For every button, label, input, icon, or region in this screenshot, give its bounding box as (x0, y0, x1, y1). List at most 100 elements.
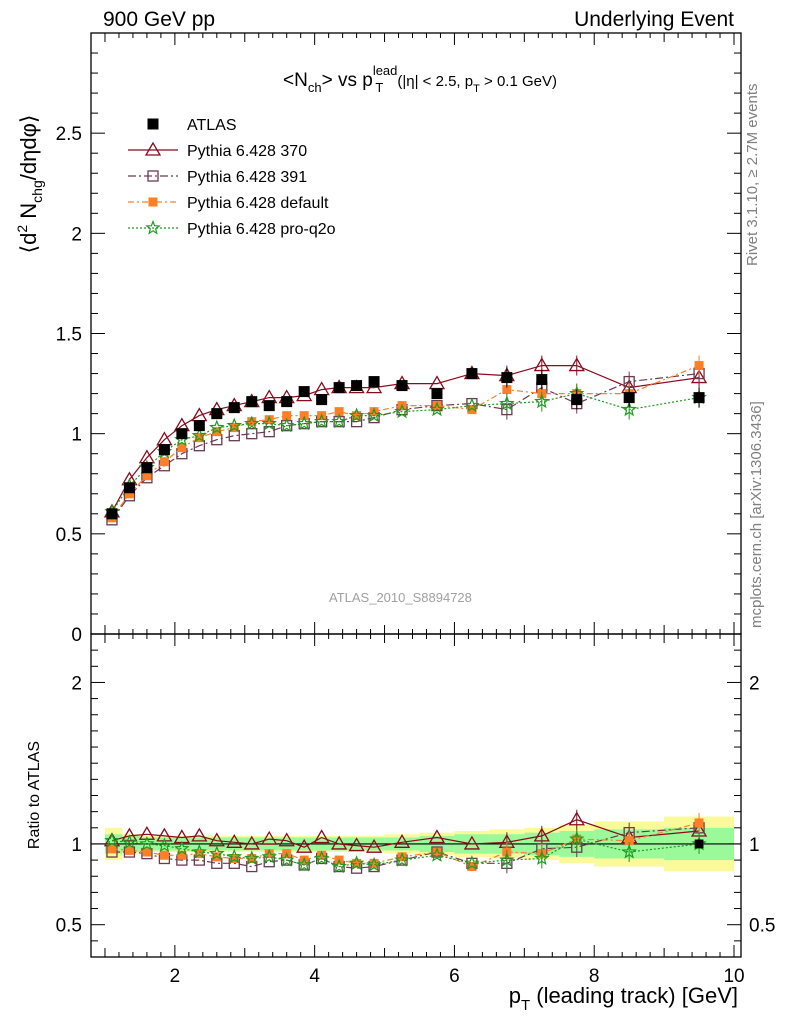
main-y-tick-label: 2.5 (56, 124, 82, 145)
data-point (621, 401, 638, 417)
ratio-point (191, 843, 208, 859)
ratio-point (261, 848, 277, 864)
legend-marker (147, 170, 159, 182)
ratio-point (156, 837, 173, 853)
data-point (281, 396, 293, 408)
ratio-point (694, 818, 704, 828)
ratio-point (194, 849, 204, 859)
ratio-point (296, 838, 313, 853)
data-point (568, 357, 585, 372)
data-point (431, 388, 443, 400)
x-tick-label: 2 (170, 966, 181, 987)
ratio-point (104, 832, 120, 848)
legend-label: Pythia 6.428 391 (187, 169, 307, 186)
ratio-point (229, 853, 239, 863)
ratio-point (394, 851, 410, 867)
ratio-series (103, 809, 708, 874)
ratio-point (139, 835, 155, 851)
plot-title: <Nch> vs plead T (|η| < 2.5, pT > 0.1 GeV) (283, 63, 557, 95)
data-point (623, 392, 635, 404)
main-y-tick-label: 0 (71, 625, 82, 646)
ratio-point (124, 845, 134, 855)
legend-marker (145, 219, 161, 235)
data-point (333, 382, 345, 394)
main-y-tick-label: 1 (71, 425, 82, 446)
data-point (536, 374, 548, 386)
ratio-point (534, 850, 550, 866)
main-y-tick-label: 2 (71, 224, 82, 245)
data-point (141, 462, 153, 474)
legend-marker (144, 141, 162, 156)
ratio-line (111, 822, 700, 868)
data-point (209, 419, 225, 435)
data-point (298, 386, 310, 398)
ratio-point (121, 834, 138, 849)
x-tick-label: 8 (589, 966, 600, 987)
data-point (464, 397, 480, 413)
legend-entry (147, 118, 159, 130)
data-point (693, 392, 705, 404)
x-axis-title: pT (leading track) [GeV] (509, 983, 738, 1014)
ratio-y-tick-label: 2 (71, 673, 82, 694)
data-point (246, 428, 258, 440)
legend-entry (128, 170, 178, 182)
ratio-point (624, 836, 634, 846)
ratio-y-tick-label: 0.5 (56, 916, 82, 937)
ratio-line (112, 827, 700, 869)
data-point (226, 417, 243, 433)
ratio-point (243, 835, 260, 850)
ratio-point (174, 840, 190, 856)
ratio-line (111, 819, 700, 848)
axis-ticks (91, 33, 741, 958)
ratio-point (330, 835, 348, 850)
data-point (124, 489, 134, 499)
legend-entry (128, 197, 178, 207)
ratio-point (296, 856, 313, 872)
data-point (296, 415, 313, 431)
legend-label: Pythia 6.428 370 (187, 143, 307, 160)
ratio-point (226, 834, 243, 848)
data-point (142, 471, 152, 481)
ratio-point (138, 825, 156, 840)
data-point (159, 457, 169, 467)
data-point (366, 407, 382, 423)
legend-marker (147, 118, 159, 130)
ratio-point (121, 827, 138, 842)
data-point (211, 408, 223, 420)
data-point (499, 395, 515, 411)
data-point (502, 385, 512, 395)
data-point (396, 380, 408, 392)
main-y-tick-label: 0.5 (56, 525, 82, 546)
data-point (432, 401, 442, 411)
ratio-point (142, 847, 152, 857)
data-point (212, 427, 222, 437)
analysis-id: ATLAS_2010_S8894728 (329, 590, 472, 605)
legend-label: ATLAS (187, 117, 237, 134)
ratio-point (569, 830, 585, 846)
data-point (348, 407, 365, 423)
data-point (368, 376, 380, 388)
ratio-atlas-point (694, 839, 704, 849)
legend-label: Pythia 6.428 pro-q2o (187, 221, 336, 238)
ratio-point (369, 858, 379, 868)
data-point (123, 482, 135, 494)
ratio-y-tick-label-right: 1 (749, 835, 760, 856)
ratio-point (317, 850, 327, 860)
data-point (193, 420, 205, 432)
data-point (229, 423, 239, 433)
ratio-point (463, 835, 481, 850)
x-tick-label: 10 (723, 966, 744, 987)
mcplots-credit: mcplots.cern.ch [arXiv:1306.3436] (748, 401, 765, 628)
data-point (176, 428, 188, 440)
data-point (282, 411, 292, 421)
ratio-line (111, 838, 700, 868)
legend-entry (128, 219, 178, 235)
ratio-point (348, 855, 365, 870)
ratio-point (313, 829, 330, 844)
data-point (158, 444, 170, 456)
data-point (316, 394, 328, 406)
ratio-point (499, 851, 515, 867)
data-point (694, 361, 704, 371)
ratio-point (352, 858, 362, 868)
x-tick-label: 6 (449, 966, 460, 987)
